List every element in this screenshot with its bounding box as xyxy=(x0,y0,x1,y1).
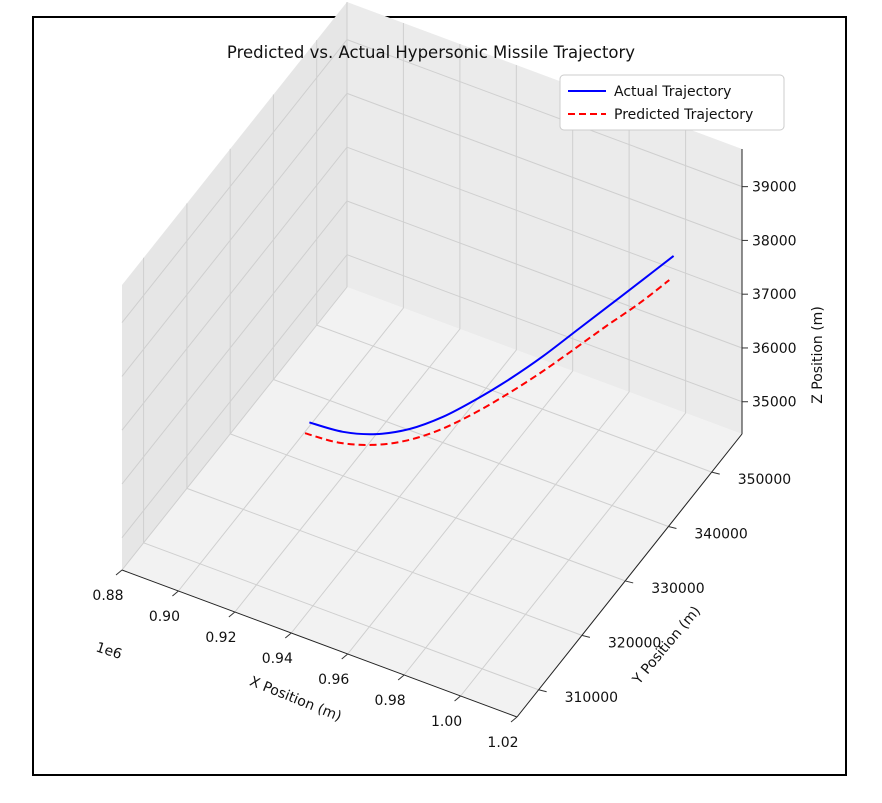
x-tick-label: 0.92 xyxy=(205,630,236,646)
x-tick-label: 0.96 xyxy=(318,672,349,688)
legend-actual-label: Actual Trajectory xyxy=(614,84,731,100)
z-tick-label: 36000 xyxy=(752,341,797,357)
x-gridline xyxy=(121,2,348,571)
y-axis-line xyxy=(516,433,743,718)
legend-predicted-label: Predicted Trajectory xyxy=(614,107,753,123)
y-tick-label: 350000 xyxy=(738,472,791,488)
x-axis-line xyxy=(121,569,518,718)
x-tick-mark xyxy=(397,674,405,681)
axes-panes xyxy=(122,2,742,717)
x-tick-mark xyxy=(341,653,349,660)
x-gridline xyxy=(178,23,404,592)
y-tick-mark xyxy=(625,580,634,584)
x-offset-label: 1e6 xyxy=(94,640,124,663)
x-tick-label: 0.90 xyxy=(149,609,180,625)
x-tick-label: 1.00 xyxy=(431,714,462,730)
axis-ticks: 0.88 0.90 0.92 0.94 0.96 0.98 1.00 1.02 310000 32… xyxy=(92,180,796,751)
z-gridline xyxy=(121,200,743,485)
y-tick-label: 330000 xyxy=(651,581,704,597)
x-tick-mark xyxy=(228,611,236,618)
axis-edges xyxy=(121,149,743,718)
x-gridline xyxy=(290,65,517,634)
z-tick-label: 39000 xyxy=(752,180,797,196)
z-gridline xyxy=(121,39,743,323)
legend: Actual Trajectory Predicted Trajectory xyxy=(559,74,785,131)
y-gridline xyxy=(143,257,539,691)
x-tick-label: 1.02 xyxy=(487,735,518,751)
z-axis-label: Z Position (m) xyxy=(810,306,826,404)
x-gridline xyxy=(460,128,687,697)
x-gridline xyxy=(403,107,630,676)
y-tick-mark xyxy=(538,689,547,693)
y-tick-mark xyxy=(581,634,591,638)
y-tick-mark xyxy=(668,526,677,530)
y-gridline xyxy=(316,40,712,473)
x-gridline xyxy=(347,86,574,655)
chart-title: Predicted vs. Actual Hypersonic Missile … xyxy=(227,43,635,62)
grid-lines xyxy=(121,2,743,718)
legend-box xyxy=(559,74,785,131)
x-gridline xyxy=(234,44,461,613)
floor-pane xyxy=(122,287,742,717)
left-wall-pane xyxy=(122,2,347,570)
y-gridline xyxy=(272,94,669,527)
x-tick-label: 0.88 xyxy=(92,588,123,604)
y-tick-label: 320000 xyxy=(608,635,661,651)
y-gridline xyxy=(186,203,583,636)
x-tick-mark xyxy=(454,695,461,702)
z-tick-label: 37000 xyxy=(752,287,797,303)
z-gridline xyxy=(121,92,743,377)
x-tick-label: 0.98 xyxy=(375,693,406,709)
z-tick-label: 38000 xyxy=(752,233,797,249)
y-tick-label: 340000 xyxy=(694,527,747,543)
x-tick-mark xyxy=(510,716,518,723)
x-tick-mark xyxy=(284,632,292,639)
z-gridline xyxy=(121,146,743,431)
series-actual-line xyxy=(309,255,675,436)
back-wall-pane xyxy=(347,2,742,434)
x-tick-label: 0.94 xyxy=(262,651,293,667)
z-tick-label: 35000 xyxy=(752,395,797,411)
x-tick-mark xyxy=(172,590,179,597)
y-tick-mark xyxy=(711,471,720,475)
y-tick-label: 310000 xyxy=(565,690,618,706)
x-tick-mark xyxy=(115,569,123,576)
z-gridline xyxy=(121,254,743,539)
y-gridline xyxy=(229,148,626,582)
series-lines xyxy=(304,255,675,446)
series-predicted-line xyxy=(304,279,670,446)
